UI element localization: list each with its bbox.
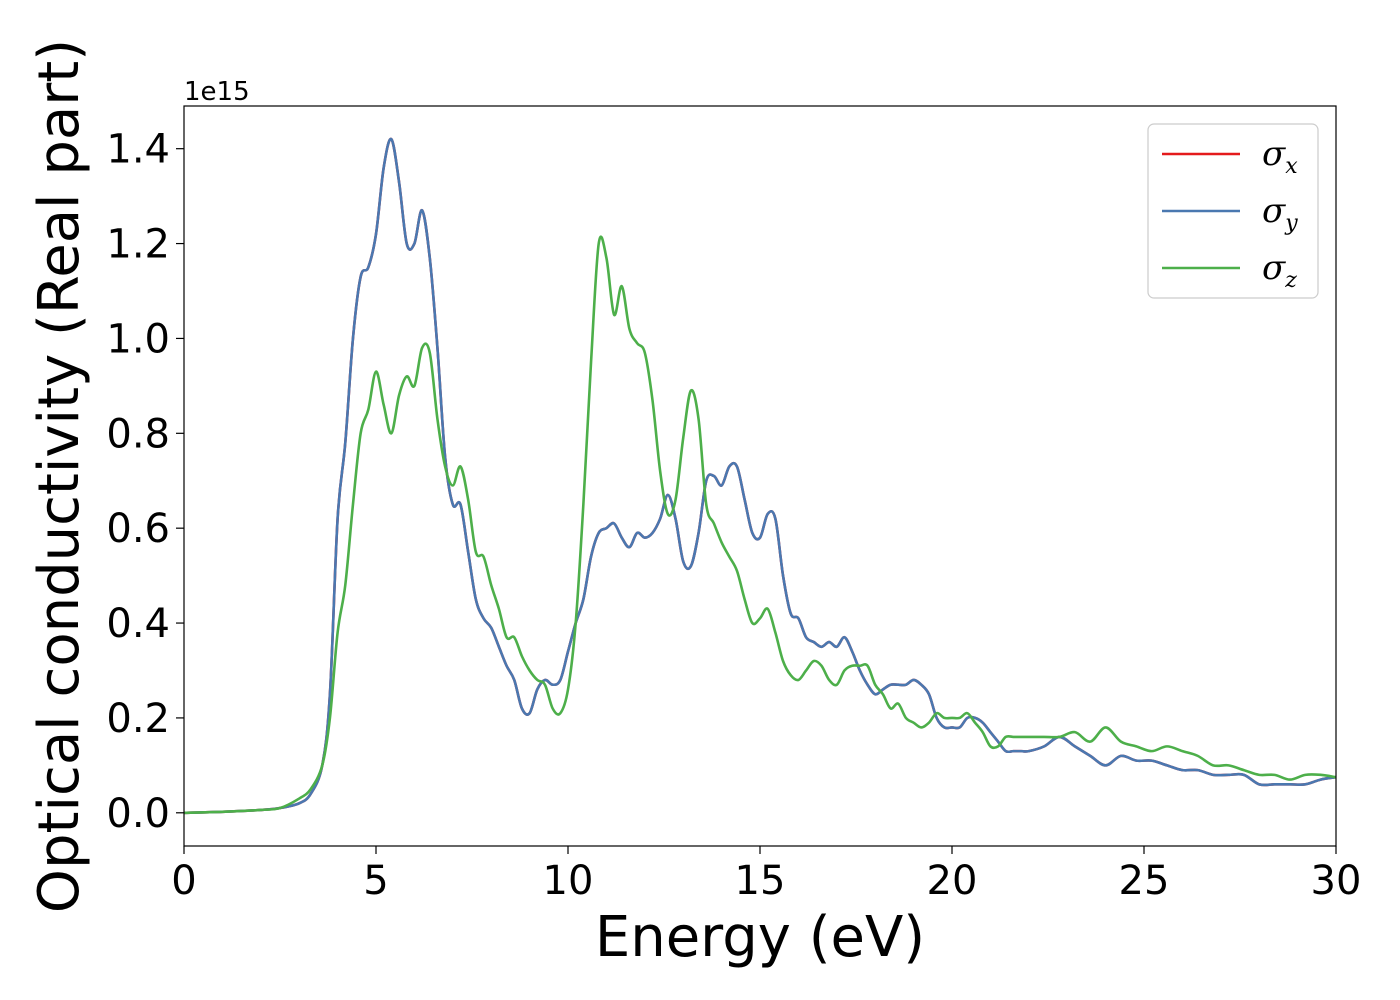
y-axis-title: Optical conductivity (Real part) — [27, 39, 92, 913]
x-tick-label: 30 — [1311, 858, 1362, 904]
x-tick-label: 25 — [1119, 858, 1170, 904]
x-axis-title: Energy (eV) — [595, 905, 925, 970]
y-tick-label: 0.8 — [106, 411, 170, 457]
x-tick-label: 5 — [363, 858, 388, 904]
y-offset-text: 1e15 — [184, 77, 250, 107]
y-tick-label: 0.4 — [106, 601, 170, 647]
x-tick-label: 20 — [927, 858, 978, 904]
legend-label-y: σy — [1262, 191, 1298, 236]
x-tick-label: 15 — [735, 858, 786, 904]
y-tick-label: 0.2 — [106, 696, 170, 742]
x-tick-label: 10 — [543, 858, 594, 904]
x-axis: 0 5 10 15 20 25 30 — [171, 846, 1361, 904]
series-line-y — [184, 137, 1336, 815]
y-tick-label: 1.0 — [106, 316, 170, 362]
y-tick-label: 1.2 — [106, 222, 170, 268]
legend: σx σy σz — [1147, 123, 1319, 299]
x-tick-label: 0 — [171, 858, 196, 904]
y-tick-label: 0.6 — [106, 506, 170, 552]
legend-label-z: σz — [1262, 248, 1297, 293]
y-axis: 0.0 0.2 0.4 0.6 0.8 1.0 1.2 1.4 — [106, 127, 184, 837]
series-layer — [184, 137, 1336, 815]
legend-label-x: σx — [1262, 134, 1298, 179]
y-tick-label: 0.0 — [106, 791, 170, 837]
series-line-z — [184, 235, 1336, 815]
y-tick-label: 1.4 — [106, 127, 170, 173]
